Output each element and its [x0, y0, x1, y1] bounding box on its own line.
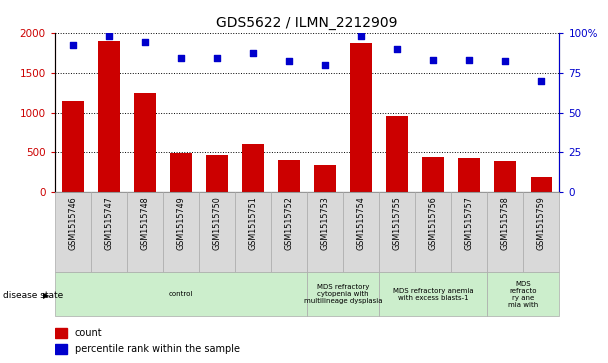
Text: MDS refractory
cytopenia with
multilineage dysplasia: MDS refractory cytopenia with multilinea…	[304, 284, 382, 304]
Bar	[55, 192, 91, 272]
Bar	[343, 192, 379, 272]
Text: GSM1515753: GSM1515753	[320, 196, 330, 250]
Bar	[379, 192, 415, 272]
Bar	[55, 327, 67, 338]
Bar	[487, 272, 559, 316]
Bar	[458, 158, 480, 192]
Bar	[386, 116, 408, 192]
Bar	[170, 153, 192, 192]
Bar	[199, 192, 235, 272]
Bar	[379, 272, 487, 316]
Bar	[163, 192, 199, 272]
Point	[68, 42, 78, 48]
Text: MDS
refracto
ry ane
mia with: MDS refracto ry ane mia with	[508, 281, 539, 307]
Point	[465, 57, 474, 63]
Bar	[242, 144, 264, 192]
Text: MDS refractory anemia
with excess blasts-1: MDS refractory anemia with excess blasts…	[393, 287, 474, 301]
Bar	[307, 272, 379, 316]
Text: ▶: ▶	[43, 291, 50, 300]
Point	[176, 55, 185, 61]
Text: GSM1515749: GSM1515749	[176, 196, 185, 250]
Bar	[278, 160, 300, 192]
Point	[140, 39, 150, 45]
Text: GSM1515755: GSM1515755	[393, 196, 402, 250]
Point	[536, 78, 546, 83]
Point	[104, 33, 114, 39]
Bar	[307, 192, 343, 272]
Bar	[487, 192, 523, 272]
Bar	[98, 41, 120, 192]
Bar	[531, 177, 552, 192]
Bar	[91, 192, 127, 272]
Bar	[271, 192, 307, 272]
Text: GSM1515746: GSM1515746	[68, 196, 77, 250]
Text: GSM1515758: GSM1515758	[501, 196, 510, 250]
Text: GSM1515754: GSM1515754	[357, 196, 365, 250]
Text: GSM1515757: GSM1515757	[465, 196, 474, 250]
Bar	[235, 192, 271, 272]
Bar	[55, 272, 307, 316]
Text: GSM1515751: GSM1515751	[249, 196, 257, 250]
Text: GSM1515759: GSM1515759	[537, 196, 546, 250]
Title: GDS5622 / ILMN_2212909: GDS5622 / ILMN_2212909	[216, 16, 398, 30]
Bar	[451, 192, 487, 272]
Text: count: count	[75, 328, 102, 338]
Text: GSM1515752: GSM1515752	[285, 196, 294, 250]
Point	[248, 50, 258, 56]
Bar	[494, 161, 516, 192]
Point	[284, 58, 294, 64]
Bar	[134, 93, 156, 192]
Text: GSM1515747: GSM1515747	[105, 196, 113, 250]
Text: disease state: disease state	[3, 291, 63, 300]
Bar	[523, 192, 559, 272]
Point	[320, 62, 330, 68]
Bar	[314, 165, 336, 192]
Bar	[55, 344, 67, 354]
Text: control: control	[168, 291, 193, 297]
Text: percentile rank within the sample: percentile rank within the sample	[75, 344, 240, 354]
Bar	[350, 43, 372, 192]
Bar	[206, 155, 228, 192]
Bar	[127, 192, 163, 272]
Text: GSM1515750: GSM1515750	[212, 196, 221, 250]
Bar	[423, 157, 444, 192]
Bar	[62, 101, 83, 192]
Text: GSM1515748: GSM1515748	[140, 196, 150, 250]
Point	[356, 33, 366, 39]
Text: GSM1515756: GSM1515756	[429, 196, 438, 250]
Point	[392, 46, 402, 52]
Bar	[415, 192, 451, 272]
Point	[428, 57, 438, 63]
Point	[500, 58, 510, 64]
Point	[212, 55, 222, 61]
